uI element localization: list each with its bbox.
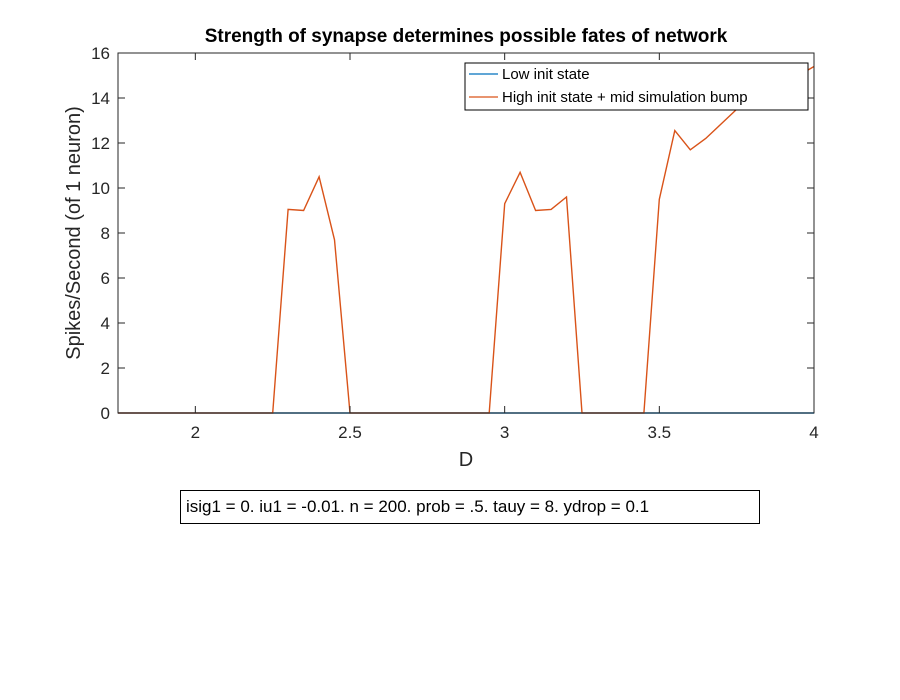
y-tick-label: 2	[101, 359, 110, 378]
y-axis-label: Spikes/Second (of 1 neuron)	[63, 106, 85, 360]
chart-title: Strength of synapse determines possible …	[205, 26, 728, 47]
x-axis-label: D	[459, 449, 473, 471]
y-tick-label: 4	[101, 314, 110, 333]
tick-layer: 2 2.5 3 3.5 4 0 2 4 6 8 10 12 14 16	[91, 44, 819, 442]
legend-label-low-init-state: Low init state	[502, 66, 590, 83]
y-tick-label: 12	[91, 134, 110, 153]
y-tick-label: 8	[101, 224, 110, 243]
y-tick-label: 6	[101, 269, 110, 288]
x-tick-label: 2	[191, 423, 200, 442]
plot-area: 2 2.5 3 3.5 4 0 2 4 6 8 10 12 14 16	[91, 44, 819, 442]
legend: Low init state High init state + mid sim…	[464, 62, 809, 111]
legend-box	[464, 62, 809, 111]
legend-label-high-init-state: High init state + mid simulation bump	[502, 89, 748, 106]
y-tick-label: 10	[91, 179, 110, 198]
y-tick-label: 14	[91, 89, 110, 108]
x-tick-label: 2.5	[338, 423, 362, 442]
y-tick-label: 16	[91, 44, 110, 63]
x-tick-label: 4	[809, 423, 818, 442]
parameter-annotation-box: isig1 = 0. iu1 = -0.01. n = 200. prob = …	[180, 490, 760, 524]
x-tick-label: 3.5	[648, 423, 672, 442]
y-tick-label: 0	[101, 404, 110, 423]
series-line-high-init-state	[118, 65, 815, 414]
axes-background	[118, 53, 814, 413]
x-tick-label: 3	[500, 423, 509, 442]
